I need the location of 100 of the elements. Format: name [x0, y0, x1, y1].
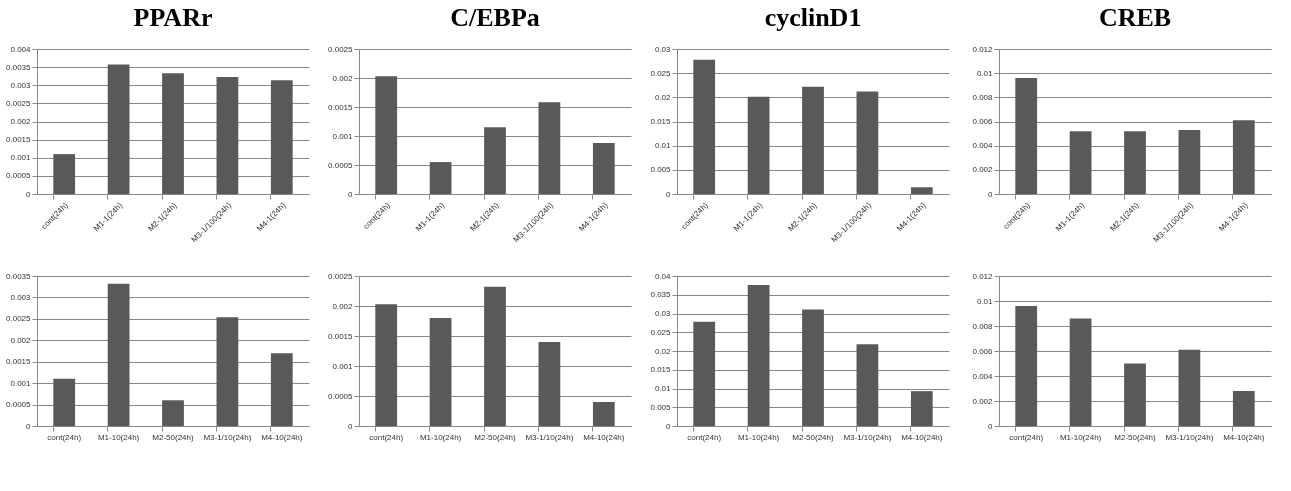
y-tick-label: 0.02 [654, 346, 672, 356]
y-tick-label: 0.0025 [328, 271, 354, 281]
bar [1178, 129, 1201, 194]
y-tick-label: 0.004 [972, 371, 994, 381]
x-tick-label: M2-50(24h) [474, 432, 517, 442]
y-tick-label: 0.002 [972, 396, 994, 406]
y-tick-label: 0.0005 [328, 160, 354, 170]
bar [484, 286, 506, 426]
y-tick-label: 0.025 [650, 68, 672, 78]
bar [1124, 363, 1146, 426]
x-tick-label: M1-10(24h) [737, 432, 780, 442]
bar [693, 321, 716, 426]
x-tick-label: M3-1/10(24h) [843, 432, 892, 442]
bar [592, 402, 615, 426]
y-tick-label: 0 [26, 421, 32, 431]
y-tick-label: 0.01 [654, 384, 672, 393]
x-tick-label: cont(24h) [369, 432, 404, 442]
bar [538, 102, 561, 194]
bar [1178, 349, 1201, 426]
y-tick-label: 0.002 [332, 73, 354, 83]
y-tick-label: 0.01 [976, 296, 994, 306]
y-tick-label: 0 [988, 421, 994, 431]
y-tick-label: 0.005 [650, 402, 672, 412]
y-tick-label: 0.003 [10, 292, 32, 302]
bar [270, 353, 293, 426]
x-tick-label: cont(24h) [47, 432, 82, 442]
chart-title: cyclinD1 [764, 3, 862, 32]
y-tick-label: 0.02 [654, 92, 672, 102]
x-tick-label: M4-10(24h) [901, 432, 943, 442]
y-tick-label: 0.0025 [6, 98, 32, 108]
y-tick-label: 0.01 [976, 68, 994, 78]
bar [429, 162, 452, 194]
bar [910, 187, 933, 194]
y-tick-label: 0.0025 [6, 314, 32, 324]
x-tick-label: M2-50(24h) [1114, 432, 1157, 442]
bar [1232, 120, 1255, 194]
y-tick-label: 0.0015 [328, 102, 354, 112]
bar [162, 73, 184, 194]
y-tick-label: 0.008 [972, 321, 994, 331]
chart-title: C/EBPa [450, 3, 540, 32]
y-tick-label: 0.0025 [328, 44, 354, 54]
bar [375, 304, 398, 426]
bar [270, 80, 293, 194]
bar [1232, 391, 1255, 426]
bar [484, 127, 506, 194]
y-tick-label: 0.03 [654, 309, 672, 318]
y-tick-label: 0 [348, 421, 354, 431]
y-tick-label: 0.015 [650, 117, 672, 126]
bar [53, 154, 76, 194]
y-tick-label: 0.04 [654, 271, 672, 281]
y-tick-label: 0 [988, 189, 994, 199]
y-tick-label: 0.0015 [6, 357, 32, 367]
bar [802, 309, 824, 426]
y-tick-label: 0.0035 [6, 271, 32, 281]
y-tick-label: 0 [26, 189, 32, 199]
y-tick-label: 0.002 [10, 335, 32, 345]
bar [802, 86, 824, 194]
bar [910, 391, 933, 426]
y-tick-label: 0.0035 [6, 62, 32, 72]
y-tick-label: 0.01 [654, 141, 672, 151]
y-tick-label: 0.001 [10, 378, 32, 388]
bar [53, 378, 76, 426]
y-tick-label: 0.004 [10, 44, 32, 54]
bar [1015, 78, 1038, 194]
y-tick-label: 0.006 [972, 346, 994, 356]
x-tick-label: M4-10(24h) [1223, 432, 1265, 442]
y-tick-label: 0.002 [972, 165, 994, 175]
x-tick-label: M2-50(24h) [792, 432, 835, 442]
chart-title: PPARr [133, 3, 213, 32]
y-tick-label: 0 [666, 421, 672, 431]
bar [856, 91, 879, 194]
bar [747, 96, 770, 194]
x-tick-label: M1-10(24h) [419, 432, 462, 442]
bar [592, 142, 615, 194]
x-tick-label: M4-10(24h) [261, 432, 303, 442]
y-tick-label: 0.03 [654, 44, 672, 54]
y-tick-label: 0.0005 [6, 171, 32, 181]
bar [429, 318, 452, 426]
bar [538, 342, 561, 426]
y-tick-label: 0 [666, 189, 672, 199]
y-tick-label: 0 [348, 189, 354, 199]
x-tick-label: M2-50(24h) [152, 432, 195, 442]
bar [216, 317, 239, 426]
y-tick-label: 0.008 [972, 92, 994, 102]
y-tick-label: 0.015 [650, 365, 672, 375]
bar [693, 59, 716, 194]
y-tick-label: 0.035 [650, 290, 672, 300]
bar [1124, 131, 1146, 194]
y-tick-label: 0.0005 [328, 391, 354, 401]
y-tick-label: 0.003 [10, 80, 32, 90]
y-tick-label: 0.0015 [6, 135, 32, 145]
bar [162, 400, 184, 426]
bar [1015, 306, 1038, 426]
bar [1069, 318, 1092, 426]
y-tick-label: 0.001 [10, 153, 32, 163]
bar [747, 285, 770, 426]
x-tick-label: M3-1/10(24h) [1165, 432, 1214, 442]
bar [1069, 131, 1092, 194]
y-tick-label: 0.004 [972, 141, 994, 151]
bar [856, 344, 879, 426]
